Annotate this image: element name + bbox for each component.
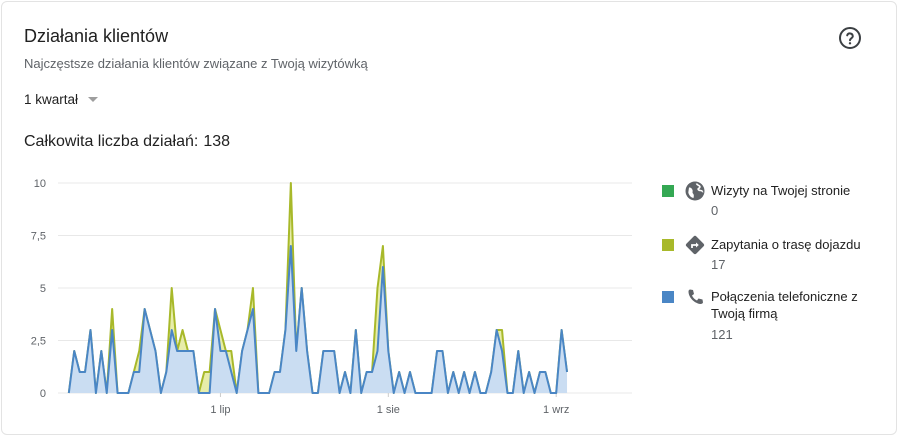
legend-swatch-website [662,185,674,197]
period-label: 1 kwartał [24,92,79,107]
y-tick-label: 10 [34,178,46,190]
legend-value-website: 0 [711,203,719,218]
directions-icon [684,234,706,256]
legend-value-directions: 17 [711,257,726,272]
period-dropdown[interactable]: 1 kwartał [24,92,99,107]
x-tick-label: 1 wrz [543,404,569,416]
help-circle-icon[interactable] [838,26,862,50]
legend-value-calls: 121 [711,327,733,342]
chevron-down-icon [88,97,99,102]
phone-icon [684,286,706,308]
x-tick-label: 1 lip [210,404,230,416]
y-tick-label: 5 [40,283,46,295]
card-subtitle: Najczęstsze działania klientów związane … [24,56,368,71]
legend-name-calls: Połączenia telefoniczne z Twoją firmą [711,289,858,321]
calls-series-line [67,245,569,394]
legend-swatch-directions [662,239,674,251]
total-actions-label: Całkowita liczba działań: [24,133,199,150]
actions-area-chart: 0 2,5 5 7,5 10 1 lip 1 sie 1 wrz [31,178,632,416]
total-actions-value: 138 [203,133,231,150]
y-tick-label: 2,5 [31,336,46,348]
globe-icon [684,180,706,202]
legend-swatch-calls [662,291,674,303]
legend-name-directions: Zapytania o trasę dojazdu [711,237,861,252]
y-tick-label: 7,5 [31,231,46,243]
legend-name-website: Wizyty na Twojej stronie [711,183,851,198]
x-tick-label: 1 sie [377,404,400,416]
total-actions: Całkowita liczba działań: 138 [24,133,230,151]
card-title: Działania klientów [24,26,169,46]
y-tick-label: 0 [40,388,46,400]
